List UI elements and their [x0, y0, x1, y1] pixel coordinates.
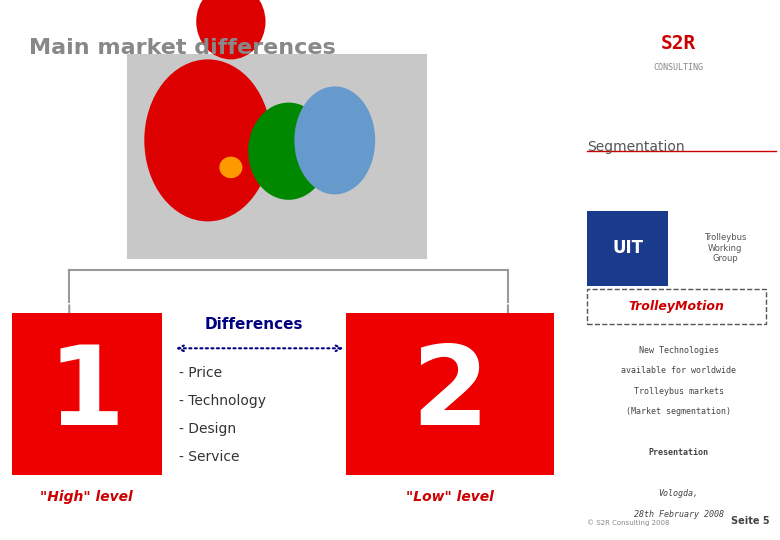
- Ellipse shape: [294, 86, 375, 194]
- Ellipse shape: [219, 157, 243, 178]
- FancyBboxPatch shape: [587, 211, 668, 286]
- Text: CONSULTING: CONSULTING: [654, 63, 704, 72]
- Text: Segmentation: Segmentation: [587, 140, 685, 154]
- Text: "High" level: "High" level: [41, 490, 133, 504]
- FancyBboxPatch shape: [346, 313, 554, 475]
- Text: - Service: - Service: [179, 450, 239, 464]
- Text: 28th February 2008: 28th February 2008: [633, 510, 724, 519]
- Text: TrolleyMotion: TrolleyMotion: [629, 300, 725, 313]
- Text: available for worldwide: available for worldwide: [621, 366, 736, 375]
- FancyBboxPatch shape: [12, 313, 161, 475]
- Text: Differences: Differences: [204, 317, 303, 332]
- Text: "Low" level: "Low" level: [406, 490, 495, 504]
- Text: 1: 1: [48, 341, 126, 448]
- Text: Trolleybus markets: Trolleybus markets: [633, 387, 724, 396]
- Ellipse shape: [144, 59, 271, 221]
- Text: 2: 2: [412, 341, 489, 448]
- Text: - Price: - Price: [179, 366, 222, 380]
- Text: - Design: - Design: [179, 422, 236, 436]
- Text: Trolleybus
Working
Group: Trolleybus Working Group: [704, 233, 746, 264]
- Text: Presentation: Presentation: [649, 448, 708, 457]
- Text: Seite 5: Seite 5: [731, 516, 770, 526]
- Text: © S2R Consulting 2008: © S2R Consulting 2008: [587, 520, 670, 526]
- Text: (Market segmentation): (Market segmentation): [626, 407, 731, 416]
- Text: New Technologies: New Technologies: [639, 346, 718, 355]
- Text: Main market differences: Main market differences: [29, 38, 335, 58]
- FancyBboxPatch shape: [587, 289, 766, 324]
- Text: - Technology: - Technology: [179, 394, 266, 408]
- Text: Vologda,: Vologda,: [658, 489, 699, 498]
- Text: UIT: UIT: [612, 239, 644, 258]
- Text: S2R: S2R: [661, 33, 697, 53]
- Ellipse shape: [197, 0, 265, 59]
- Ellipse shape: [248, 103, 329, 200]
- FancyBboxPatch shape: [127, 54, 427, 259]
